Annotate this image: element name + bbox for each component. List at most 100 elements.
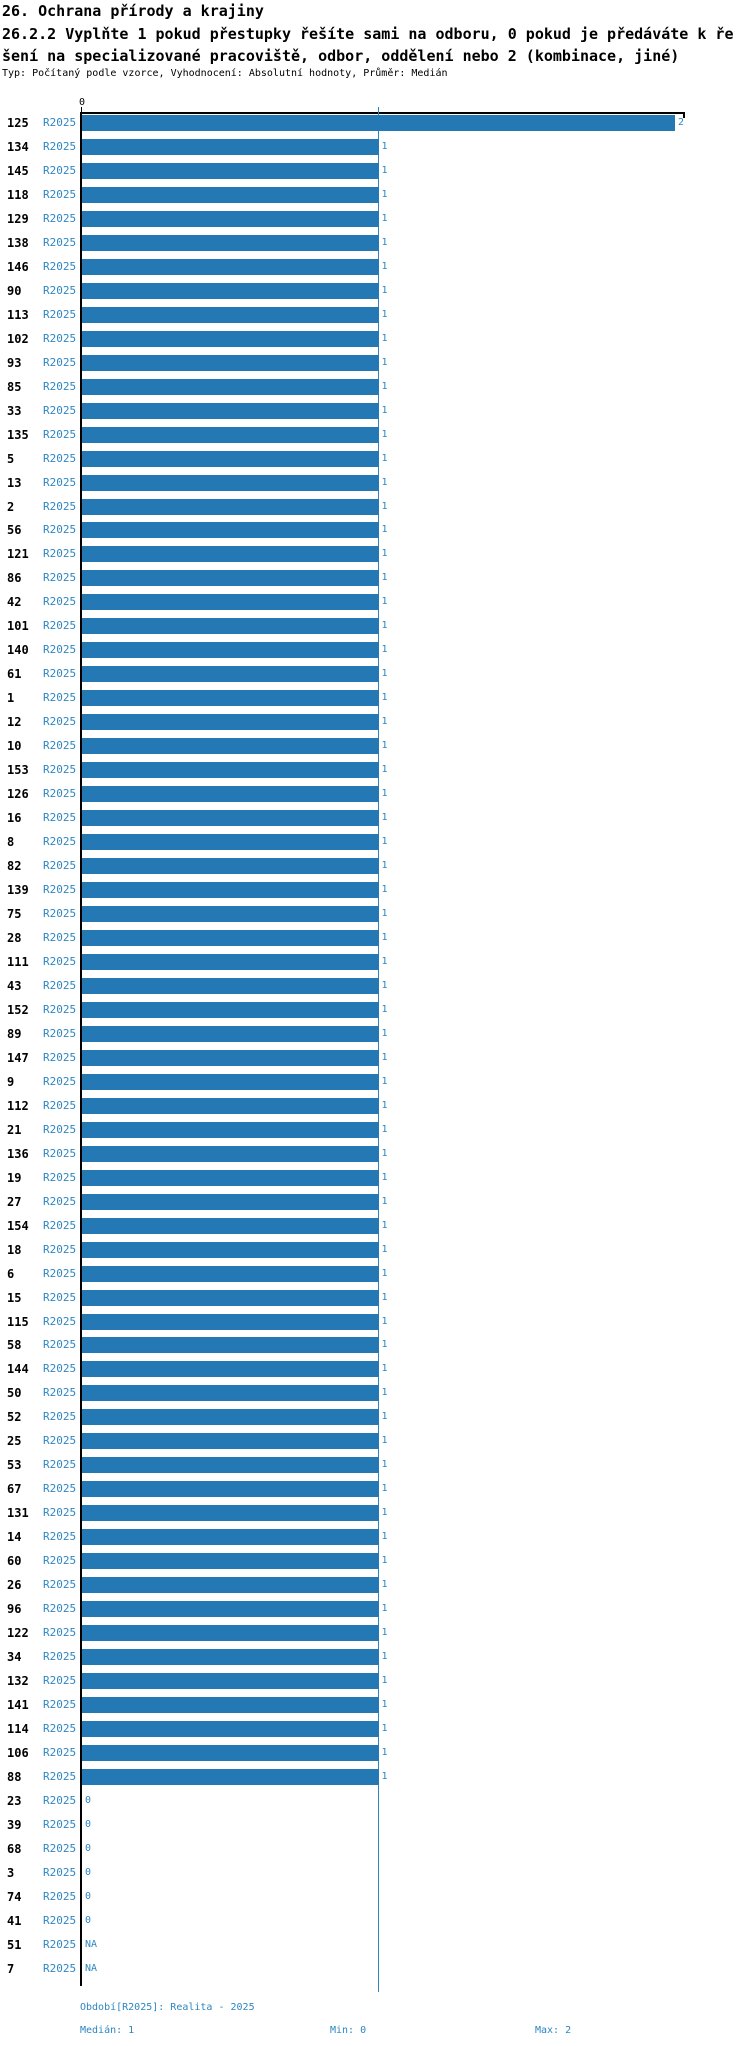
chart-row: 28 R2025 1	[0, 926, 750, 950]
row-value-label: 1	[381, 1699, 388, 1711]
row-series-label: R2025	[43, 715, 77, 729]
row-id-label: 8	[7, 835, 15, 850]
row-series-label: R2025	[43, 139, 77, 153]
row-series-label: R2025	[43, 763, 77, 777]
chart-row: 101 R2025 1	[0, 614, 750, 638]
chart-row: 7 R2025 NA	[0, 1957, 750, 1981]
row-bar	[82, 1313, 379, 1330]
chart-row: 18 R2025 1	[0, 1238, 750, 1262]
row-id-label: 67	[7, 1482, 22, 1497]
chart-row: 140 R2025 1	[0, 638, 750, 662]
row-series-label: R2025	[43, 1218, 77, 1232]
row-value-label: 1	[381, 1627, 388, 1639]
row-series-label: R2025	[43, 1314, 77, 1328]
row-bar	[82, 1625, 379, 1642]
row-bar	[82, 1697, 379, 1714]
row-series-label: R2025	[43, 1290, 77, 1304]
row-bar	[82, 786, 379, 803]
row-bar	[82, 1217, 379, 1234]
row-value-label: 1	[381, 1770, 388, 1782]
row-series-label: R2025	[43, 187, 77, 201]
row-value-label: 1	[381, 1195, 388, 1207]
row-bar	[82, 1361, 379, 1378]
row-bar	[82, 546, 379, 563]
row-id-label: 89	[7, 1026, 22, 1041]
row-id-label: 152	[7, 1002, 29, 1017]
row-value-label: 1	[381, 1027, 388, 1039]
chart-row: 33 R2025 1	[0, 399, 750, 423]
row-series-label: R2025	[43, 1458, 77, 1472]
row-bar	[82, 1241, 379, 1258]
row-bar	[82, 330, 379, 347]
row-id-label: 19	[7, 1170, 22, 1185]
row-series-label: R2025	[43, 1698, 77, 1712]
row-id-label: 58	[7, 1338, 22, 1353]
row-series-label: R2025	[43, 619, 77, 633]
row-value-label: 1	[381, 1675, 388, 1687]
row-series-label: R2025	[43, 1410, 77, 1424]
footer-period: Období[R2025]: Realita - 2025	[80, 2002, 255, 2013]
row-id-label: 121	[7, 547, 29, 562]
row-value-label: 1	[381, 476, 388, 488]
row-bar	[82, 1744, 379, 1761]
chart-row: 39 R2025 0	[0, 1813, 750, 1837]
chart-row: 58 R2025 1	[0, 1333, 750, 1357]
chart-row: 121 R2025 1	[0, 542, 750, 566]
chart-row: 136 R2025 1	[0, 1142, 750, 1166]
row-bar	[82, 1025, 379, 1042]
chart-row: 23 R2025 0	[0, 1789, 750, 1813]
row-value-label: 1	[381, 1435, 388, 1447]
chart-row: 118 R2025 1	[0, 183, 750, 207]
row-series-label: R2025	[43, 883, 77, 897]
row-series-label: R2025	[43, 643, 77, 657]
row-series-label: R2025	[43, 1793, 77, 1807]
row-bar	[82, 1169, 379, 1186]
row-id-label: 154	[7, 1218, 29, 1233]
row-bar	[82, 594, 379, 611]
row-series-label: R2025	[43, 499, 77, 513]
row-value-label: 1	[381, 1363, 388, 1375]
row-series-label: R2025	[43, 1889, 77, 1903]
chart-row: 93 R2025 1	[0, 351, 750, 375]
row-bar	[82, 929, 379, 946]
row-series-label: R2025	[43, 451, 77, 465]
chart-row: 68 R2025 0	[0, 1837, 750, 1861]
row-value-label: 2	[678, 117, 685, 128]
row-series-label: R2025	[43, 1530, 77, 1544]
row-value-label: 0	[85, 1842, 92, 1854]
row-series-label: R2025	[43, 1937, 77, 1951]
chart-row: 111 R2025 1	[0, 950, 750, 974]
row-series-label: R2025	[43, 1745, 77, 1759]
row-bar	[82, 402, 379, 419]
chart-row: 6 R2025 1	[0, 1262, 750, 1286]
row-value-label: 1	[381, 979, 388, 991]
chart-row: 147 R2025 1	[0, 1046, 750, 1070]
row-bar	[82, 1577, 379, 1594]
row-id-label: 118	[7, 187, 29, 202]
row-bar	[82, 1553, 379, 1570]
row-bar	[82, 1529, 379, 1546]
row-series-label: R2025	[43, 1650, 77, 1664]
row-value-label: 1	[381, 620, 388, 632]
chart-row: 8 R2025 1	[0, 830, 750, 854]
row-id-label: 41	[7, 1913, 22, 1928]
row-value-label: 0	[85, 1794, 92, 1806]
row-series-label: R2025	[43, 978, 77, 992]
row-id-label: 125	[7, 116, 29, 130]
row-value-label: 1	[381, 404, 388, 416]
row-id-label: 132	[7, 1674, 29, 1689]
row-series-label: R2025	[43, 1721, 77, 1735]
row-id-label: 145	[7, 163, 29, 178]
row-series-label: R2025	[43, 1050, 77, 1064]
question-title-line-2: šení na specializované pracoviště, odbor…	[2, 47, 680, 65]
row-id-label: 3	[7, 1865, 15, 1880]
row-bar	[82, 306, 379, 323]
row-value-label: 1	[381, 764, 388, 776]
row-value-label: 1	[381, 1291, 388, 1303]
row-series-label: R2025	[43, 859, 77, 873]
row-id-label: 86	[7, 571, 22, 586]
row-value-label: 1	[381, 1051, 388, 1063]
row-value-label: 1	[381, 931, 388, 943]
row-bar	[82, 115, 675, 131]
row-series-label: R2025	[43, 835, 77, 849]
